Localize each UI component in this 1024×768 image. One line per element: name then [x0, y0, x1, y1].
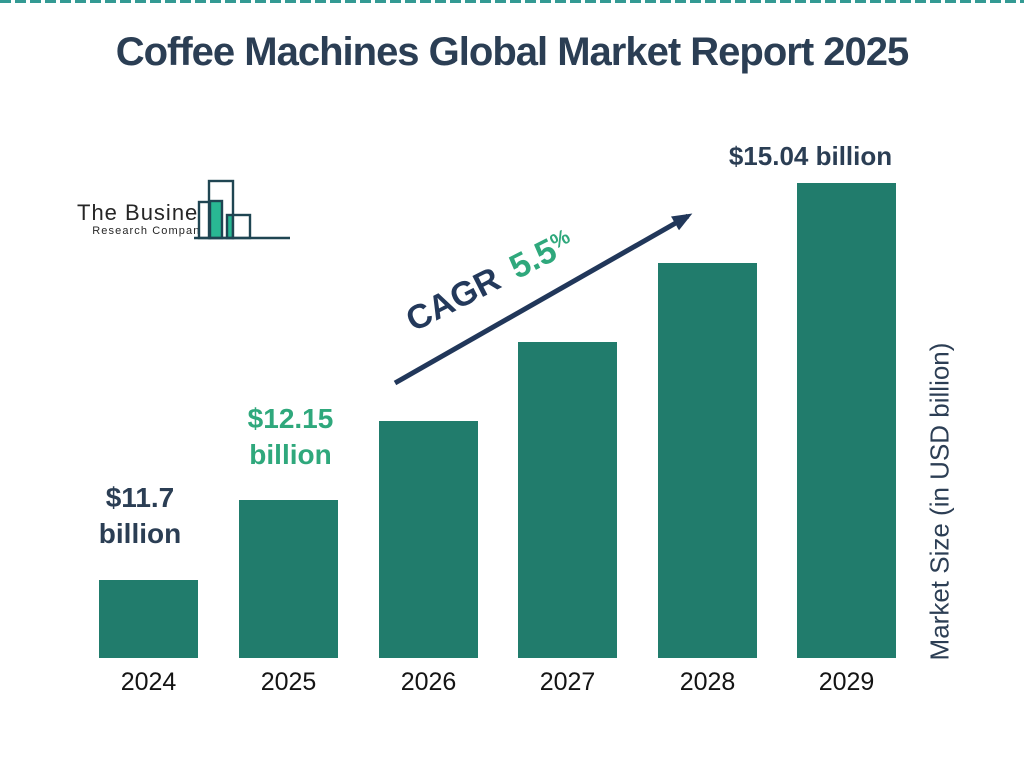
brand-logo: The Business Research Company: [75, 176, 295, 246]
x-tick-2026: 2026: [400, 668, 457, 696]
bottom-dashed-divider: [0, 0, 1024, 3]
bar-2029: [797, 183, 896, 658]
value-label-2024-line1: $11.7: [105, 482, 175, 513]
bar-2025: [239, 500, 338, 658]
x-tick-2025: 2025: [260, 668, 317, 696]
x-tick-2029: 2029: [818, 668, 875, 696]
x-tick-2027: 2027: [539, 668, 596, 696]
page-title: Coffee Machines Global Market Report 202…: [115, 30, 910, 74]
bar-2024: [99, 580, 198, 658]
bar-2028: [658, 263, 757, 658]
brand-subname: Research Company: [92, 225, 208, 237]
x-tick-2024: 2024: [120, 668, 177, 696]
bar-2026: [379, 421, 478, 658]
bar-2027: [518, 342, 617, 658]
y-axis-label: Market Size (in USD billion): [924, 342, 955, 661]
growth-arrow: [393, 213, 693, 386]
brand-name: The Business: [77, 200, 223, 225]
brand-logo-text: The Business Research Company: [77, 200, 223, 238]
value-label-2029: $15.04 billion: [728, 141, 893, 171]
x-tick-2028: 2028: [679, 668, 736, 696]
value-label-2024: $11.7 billion: [60, 480, 220, 552]
logo-bar-chart-icon: [194, 179, 290, 240]
value-label-2025-line2: billion: [249, 438, 332, 470]
value-label-2024-line2: billion: [98, 517, 182, 549]
value-label-2025: $12.15 billion: [208, 401, 373, 473]
value-label-2025-line1: $12.15: [247, 403, 334, 434]
